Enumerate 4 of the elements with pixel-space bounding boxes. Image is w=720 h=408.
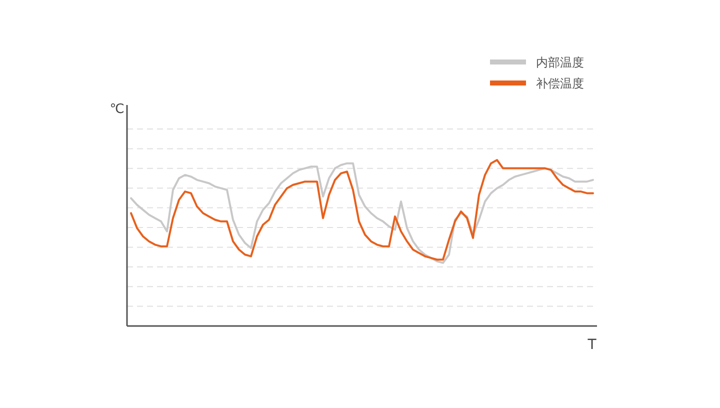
legend-label: 补偿温度 <box>536 76 584 90</box>
legend-label: 内部温度 <box>536 56 584 70</box>
y-axis-title: ℃ <box>110 102 124 117</box>
x-axis-title: T <box>586 337 597 353</box>
